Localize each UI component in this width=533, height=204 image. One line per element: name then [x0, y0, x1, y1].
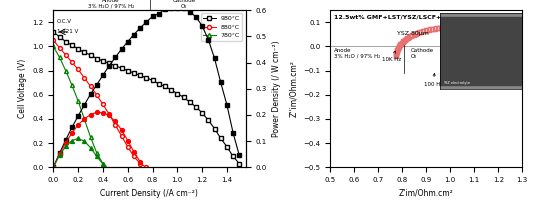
Legend: 980°C, 880°C, 780°C: 980°C, 880°C, 780°C: [200, 13, 243, 41]
Text: Anode
3% H₂O / 97% H₂: Anode 3% H₂O / 97% H₂: [334, 48, 381, 59]
Text: 100 Hz: 100 Hz: [424, 73, 443, 87]
Text: Anode
3% H₂O / 97% H₂: Anode 3% H₂O / 97% H₂: [88, 0, 134, 9]
Y-axis label: Cell Voltage (V): Cell Voltage (V): [18, 59, 27, 118]
Text: 10K Hz: 10K Hz: [382, 51, 401, 62]
Text: 10 Hz: 10 Hz: [465, 66, 481, 80]
X-axis label: Z'im/Ohm.cm²: Z'im/Ohm.cm²: [399, 188, 454, 197]
Text: Cathode
O₂: Cathode O₂: [411, 48, 434, 59]
Y-axis label: Z''im/Ohm.cm²: Z''im/Ohm.cm²: [289, 60, 298, 117]
Text: 1 Hz: 1 Hz: [491, 54, 503, 66]
Text: 12.5wt% GMF+LST/YSZ/LSCF+GDC: 12.5wt% GMF+LST/YSZ/LSCF+GDC: [334, 15, 456, 20]
X-axis label: Current Density (/A cm⁻²): Current Density (/A cm⁻²): [101, 188, 198, 197]
Text: O.C.V: O.C.V: [57, 19, 72, 24]
Text: YSZ 80μm: YSZ 80μm: [398, 31, 429, 36]
Y-axis label: Power Density (/ W cm⁻²): Power Density (/ W cm⁻²): [272, 40, 281, 137]
Text: 1.121 V: 1.121 V: [57, 29, 78, 34]
Text: Cathode
O₂: Cathode O₂: [173, 0, 196, 9]
